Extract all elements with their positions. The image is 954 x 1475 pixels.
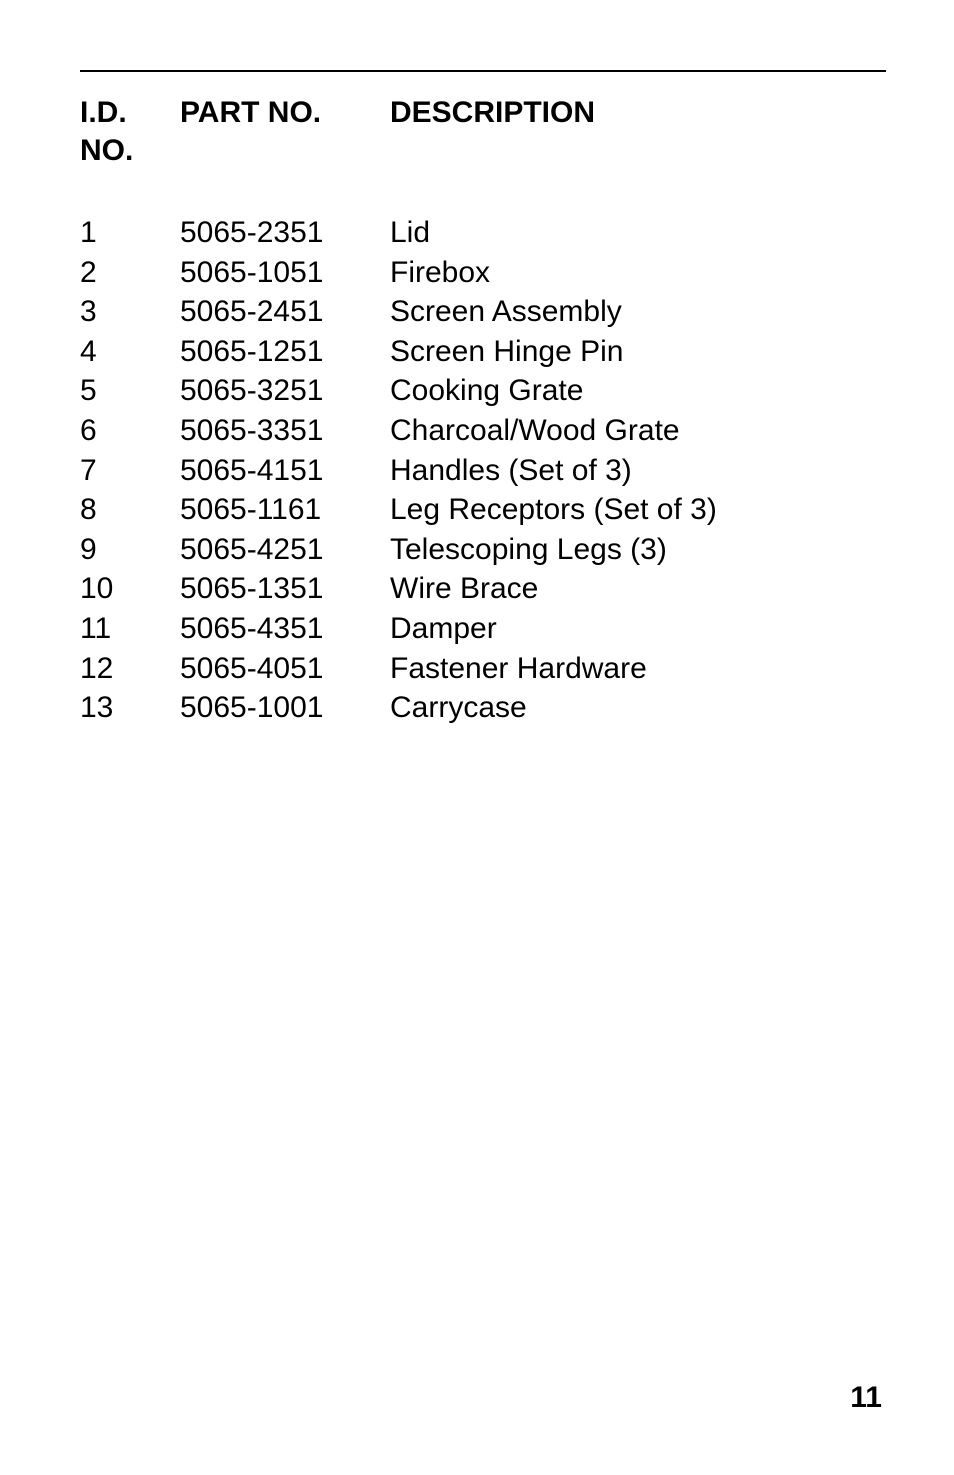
cell-id: 5: [80, 371, 180, 411]
table-row: 15065-2351Lid: [80, 213, 886, 253]
header-desc: DESCRIPTION: [390, 94, 886, 169]
cell-part-no: 5065-1001: [180, 688, 390, 728]
cell-description: Firebox: [390, 253, 886, 293]
cell-description: Charcoal/Wood Grate: [390, 411, 886, 451]
table-row: 125065-4051Fastener Hardware: [80, 649, 886, 689]
cell-description: Lid: [390, 213, 886, 253]
cell-description: Telescoping Legs (3): [390, 530, 886, 570]
table-row: 55065-3251Cooking Grate: [80, 371, 886, 411]
cell-description: Carrycase: [390, 688, 886, 728]
header-id-line2: NO.: [80, 134, 133, 167]
cell-description: Screen Assembly: [390, 292, 886, 332]
cell-id: 10: [80, 569, 180, 609]
parts-table: 15065-2351Lid25065-1051Firebox35065-2451…: [80, 213, 886, 728]
cell-part-no: 5065-3351: [180, 411, 390, 451]
table-row: 45065-1251Screen Hinge Pin: [80, 332, 886, 372]
header-part: PART NO.: [180, 94, 390, 169]
cell-part-no: 5065-2351: [180, 213, 390, 253]
page: I.D. NO. PART NO. DESCRIPTION 15065-2351…: [0, 0, 954, 728]
table-row: 65065-3351Charcoal/Wood Grate: [80, 411, 886, 451]
cell-id: 3: [80, 292, 180, 332]
table-row: 85065-1161Leg Receptors (Set of 3): [80, 490, 886, 530]
table-row: 135065-1001Carrycase: [80, 688, 886, 728]
cell-description: Wire Brace: [390, 569, 886, 609]
cell-id: 11: [80, 609, 180, 649]
table-row: 105065-1351Wire Brace: [80, 569, 886, 609]
cell-id: 13: [80, 688, 180, 728]
table-row: 35065-2451Screen Assembly: [80, 292, 886, 332]
cell-part-no: 5065-2451: [180, 292, 390, 332]
cell-description: Cooking Grate: [390, 371, 886, 411]
cell-id: 9: [80, 530, 180, 570]
page-number: 11: [850, 1381, 882, 1415]
cell-part-no: 5065-1051: [180, 253, 390, 293]
cell-part-no: 5065-4151: [180, 451, 390, 491]
horizontal-rule: [80, 70, 886, 72]
header-id: I.D. NO.: [80, 94, 180, 169]
cell-description: Screen Hinge Pin: [390, 332, 886, 372]
table-header: I.D. NO. PART NO. DESCRIPTION: [80, 94, 886, 169]
cell-part-no: 5065-4051: [180, 649, 390, 689]
cell-id: 1: [80, 213, 180, 253]
cell-id: 7: [80, 451, 180, 491]
cell-description: Damper: [390, 609, 886, 649]
table-row: 25065-1051Firebox: [80, 253, 886, 293]
cell-id: 2: [80, 253, 180, 293]
cell-id: 4: [80, 332, 180, 372]
cell-id: 6: [80, 411, 180, 451]
cell-part-no: 5065-4251: [180, 530, 390, 570]
cell-part-no: 5065-3251: [180, 371, 390, 411]
table-row: 115065-4351Damper: [80, 609, 886, 649]
cell-part-no: 5065-1251: [180, 332, 390, 372]
cell-id: 12: [80, 649, 180, 689]
cell-id: 8: [80, 490, 180, 530]
cell-description: Leg Receptors (Set of 3): [390, 490, 886, 530]
cell-part-no: 5065-4351: [180, 609, 390, 649]
cell-part-no: 5065-1161: [180, 490, 390, 530]
cell-description: Handles (Set of 3): [390, 451, 886, 491]
table-row: 95065-4251Telescoping Legs (3): [80, 530, 886, 570]
cell-part-no: 5065-1351: [180, 569, 390, 609]
header-id-line1: I.D.: [80, 96, 127, 129]
cell-description: Fastener Hardware: [390, 649, 886, 689]
table-row: 75065-4151Handles (Set of 3): [80, 451, 886, 491]
